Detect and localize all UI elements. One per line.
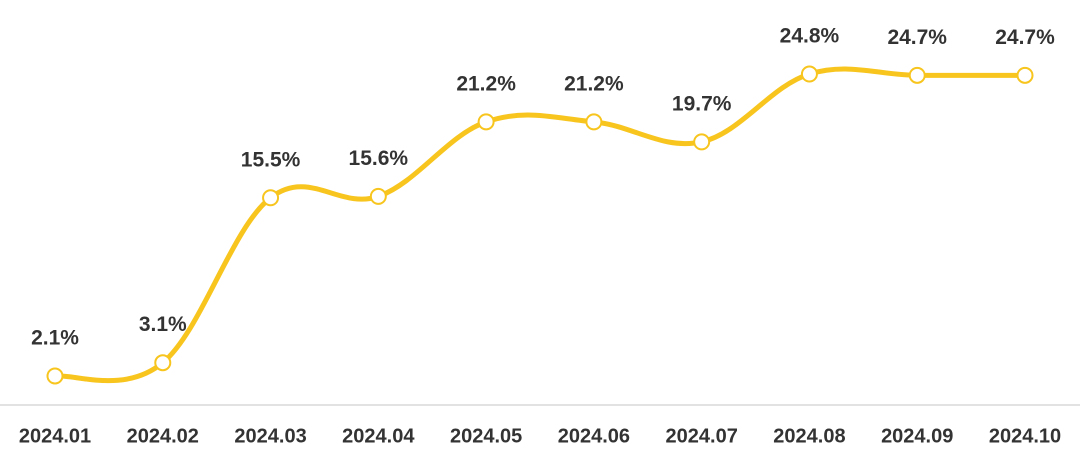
x-tick-label: 2024.06 <box>558 425 630 447</box>
data-label: 21.2% <box>564 72 624 95</box>
data-label: 21.2% <box>456 72 516 95</box>
point <box>693 133 711 151</box>
x-tick-label: 2024.02 <box>127 425 199 447</box>
x-tick-label: 2024.08 <box>773 425 845 447</box>
data-label: 3.1% <box>139 313 187 336</box>
x-tick-label: 2024.09 <box>881 425 953 447</box>
point <box>1016 66 1034 84</box>
data-label: 24.7% <box>995 26 1055 49</box>
line <box>52 66 1028 384</box>
data-label: 19.7% <box>672 92 732 115</box>
point <box>477 113 495 131</box>
point <box>908 66 926 84</box>
data-label: 15.6% <box>349 147 409 170</box>
data-label: 24.7% <box>887 26 947 49</box>
x-tick-label: 2024.03 <box>234 425 306 447</box>
x-tick-label: 2024.05 <box>450 425 522 447</box>
point <box>262 189 280 207</box>
point <box>800 65 818 83</box>
point <box>154 354 172 372</box>
point <box>46 367 64 385</box>
x-tick-label: 2024.07 <box>666 425 738 447</box>
point <box>585 113 603 131</box>
x-tick-label: 2024.10 <box>989 425 1061 447</box>
x-tick-label: 2024.01 <box>19 425 91 447</box>
data-label: 2.1% <box>31 327 79 350</box>
point <box>369 187 387 205</box>
data-label: 15.5% <box>241 148 301 171</box>
data-label: 24.8% <box>780 25 840 48</box>
x-tick-label: 2024.04 <box>342 425 415 447</box>
